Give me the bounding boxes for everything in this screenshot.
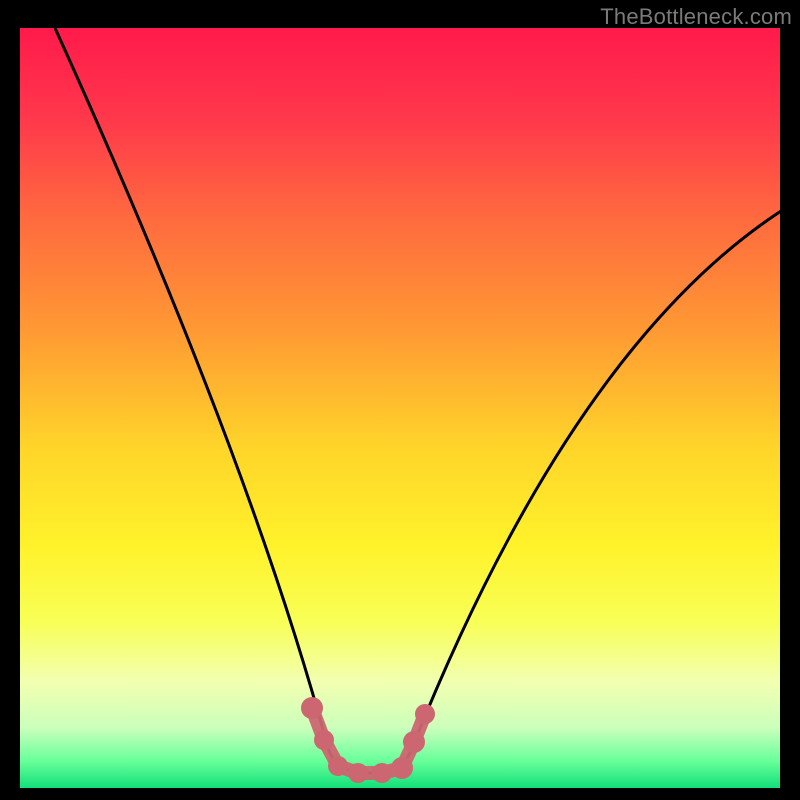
chart-container: TheBottleneck.com bbox=[0, 0, 800, 800]
highlight-dot bbox=[328, 756, 348, 776]
highlight-dot bbox=[415, 704, 435, 724]
highlight-dot bbox=[348, 763, 368, 783]
highlight-dot bbox=[391, 757, 413, 779]
highlight-dot bbox=[301, 697, 323, 719]
highlight-dot bbox=[314, 730, 334, 750]
watermark-text: TheBottleneck.com bbox=[600, 4, 792, 30]
bottleneck-curve-chart bbox=[0, 0, 800, 800]
highlight-dot bbox=[403, 731, 425, 753]
gradient-background bbox=[20, 28, 780, 788]
highlight-dot bbox=[372, 763, 392, 783]
